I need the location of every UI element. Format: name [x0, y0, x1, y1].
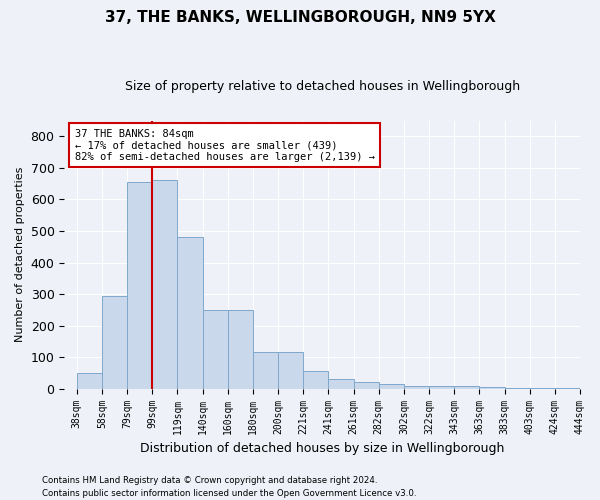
Bar	[77, 373, 102, 388]
Title: Size of property relative to detached houses in Wellingborough: Size of property relative to detached ho…	[125, 80, 520, 93]
Bar	[353, 382, 379, 388]
Bar	[127, 182, 152, 388]
Text: 37 THE BANKS: 84sqm
← 17% of detached houses are smaller (439)
82% of semi-detac: 37 THE BANKS: 84sqm ← 17% of detached ho…	[74, 128, 374, 162]
Bar	[479, 387, 505, 388]
Bar	[102, 296, 127, 388]
Bar	[303, 372, 328, 388]
Text: Contains HM Land Registry data © Crown copyright and database right 2024.
Contai: Contains HM Land Registry data © Crown c…	[42, 476, 416, 498]
Bar	[404, 386, 429, 388]
Bar	[228, 310, 253, 388]
Bar	[379, 384, 404, 388]
Text: 37, THE BANKS, WELLINGBOROUGH, NN9 5YX: 37, THE BANKS, WELLINGBOROUGH, NN9 5YX	[104, 10, 496, 25]
Bar	[253, 352, 278, 388]
Bar	[328, 379, 353, 388]
Bar	[278, 352, 303, 388]
Bar	[429, 386, 454, 388]
X-axis label: Distribution of detached houses by size in Wellingborough: Distribution of detached houses by size …	[140, 442, 505, 455]
Bar	[203, 310, 228, 388]
Bar	[178, 238, 203, 388]
Bar	[454, 386, 479, 388]
Bar	[152, 180, 178, 388]
Y-axis label: Number of detached properties: Number of detached properties	[15, 167, 25, 342]
